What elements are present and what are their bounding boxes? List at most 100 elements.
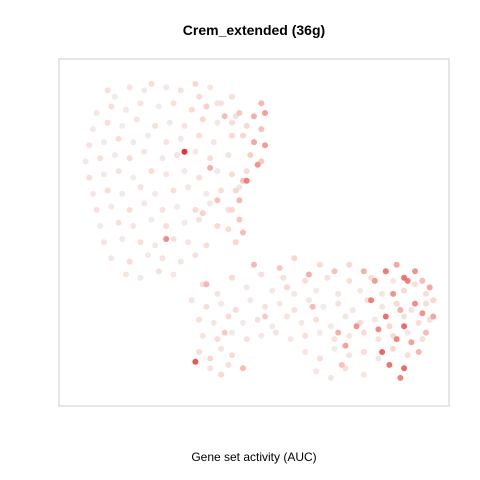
- data-point: [343, 314, 349, 320]
- data-point: [262, 304, 268, 310]
- data-point: [218, 188, 224, 194]
- data-point: [332, 336, 338, 342]
- data-point: [423, 301, 429, 307]
- data-point: [163, 84, 169, 90]
- data-point: [328, 375, 334, 381]
- data-point: [401, 288, 407, 294]
- data-point: [203, 304, 209, 310]
- data-point: [416, 320, 422, 326]
- data-point: [430, 297, 436, 303]
- data-point: [379, 291, 385, 297]
- data-point: [277, 301, 283, 307]
- data-point: [207, 165, 213, 171]
- data-point: [149, 217, 155, 223]
- data-point: [368, 297, 374, 303]
- data-point: [390, 346, 396, 352]
- data-point: [90, 126, 96, 132]
- data-point: [379, 349, 385, 355]
- data-point: [236, 197, 242, 203]
- data-point: [171, 188, 177, 194]
- data-point: [178, 259, 184, 265]
- data-point: [196, 349, 202, 355]
- data-point: [350, 307, 356, 313]
- data-point: [211, 139, 217, 145]
- data-point: [408, 339, 414, 345]
- data-point: [416, 349, 422, 355]
- data-point: [375, 326, 381, 332]
- data-point: [145, 252, 151, 258]
- data-point: [405, 352, 411, 358]
- data-point: [251, 113, 257, 119]
- data-point: [240, 365, 246, 371]
- data-point: [214, 223, 220, 229]
- data-point: [361, 349, 367, 355]
- data-point: [229, 94, 235, 100]
- data-point: [291, 291, 297, 297]
- data-point: [343, 343, 349, 349]
- data-point: [171, 272, 177, 278]
- data-point: [229, 133, 235, 139]
- data-point: [200, 333, 206, 339]
- data-point: [397, 307, 403, 313]
- data-point: [394, 301, 400, 307]
- data-point: [240, 320, 246, 326]
- data-point: [361, 268, 367, 274]
- data-point: [214, 197, 220, 203]
- data-point: [207, 200, 213, 206]
- data-point: [419, 310, 425, 316]
- data-point: [108, 104, 114, 110]
- data-point: [313, 317, 319, 323]
- data-point: [178, 136, 184, 142]
- data-point: [313, 288, 319, 294]
- data-point: [163, 223, 169, 229]
- data-point: [178, 87, 184, 93]
- data-point: [284, 314, 290, 320]
- data-point: [273, 330, 279, 336]
- data-point: [262, 314, 268, 320]
- data-point: [214, 291, 220, 297]
- data-point: [138, 100, 144, 106]
- data-point: [419, 336, 425, 342]
- data-point: [251, 139, 257, 145]
- data-point: [174, 152, 180, 158]
- data-point: [324, 275, 330, 281]
- data-point: [328, 323, 334, 329]
- data-point: [390, 291, 396, 297]
- data-point: [163, 139, 169, 145]
- data-point: [383, 268, 389, 274]
- data-point: [218, 100, 224, 106]
- data-point: [321, 304, 327, 310]
- data-point: [163, 236, 169, 242]
- data-point: [160, 207, 166, 213]
- data-point: [160, 155, 166, 161]
- data-point: [116, 168, 122, 174]
- data-point: [313, 368, 319, 374]
- data-point: [196, 217, 202, 223]
- data-point: [430, 314, 436, 320]
- data-point: [354, 323, 360, 329]
- data-point: [408, 307, 414, 313]
- data-point: [401, 314, 407, 320]
- data-point: [86, 175, 92, 181]
- data-point: [116, 136, 122, 142]
- data-point: [346, 352, 352, 358]
- data-point: [255, 317, 261, 323]
- data-point: [412, 301, 418, 307]
- data-point: [127, 84, 133, 90]
- data-point: [101, 239, 107, 245]
- data-point: [127, 259, 133, 265]
- data-point: [236, 217, 242, 223]
- data-point: [200, 210, 206, 216]
- data-point: [138, 184, 144, 190]
- data-point: [108, 204, 114, 210]
- data-point: [192, 81, 198, 87]
- data-point: [302, 278, 308, 284]
- data-point: [258, 272, 264, 278]
- data-point: [156, 268, 162, 274]
- data-point: [236, 110, 242, 116]
- data-point: [97, 155, 103, 161]
- data-point: [182, 220, 188, 226]
- data-point: [229, 120, 235, 126]
